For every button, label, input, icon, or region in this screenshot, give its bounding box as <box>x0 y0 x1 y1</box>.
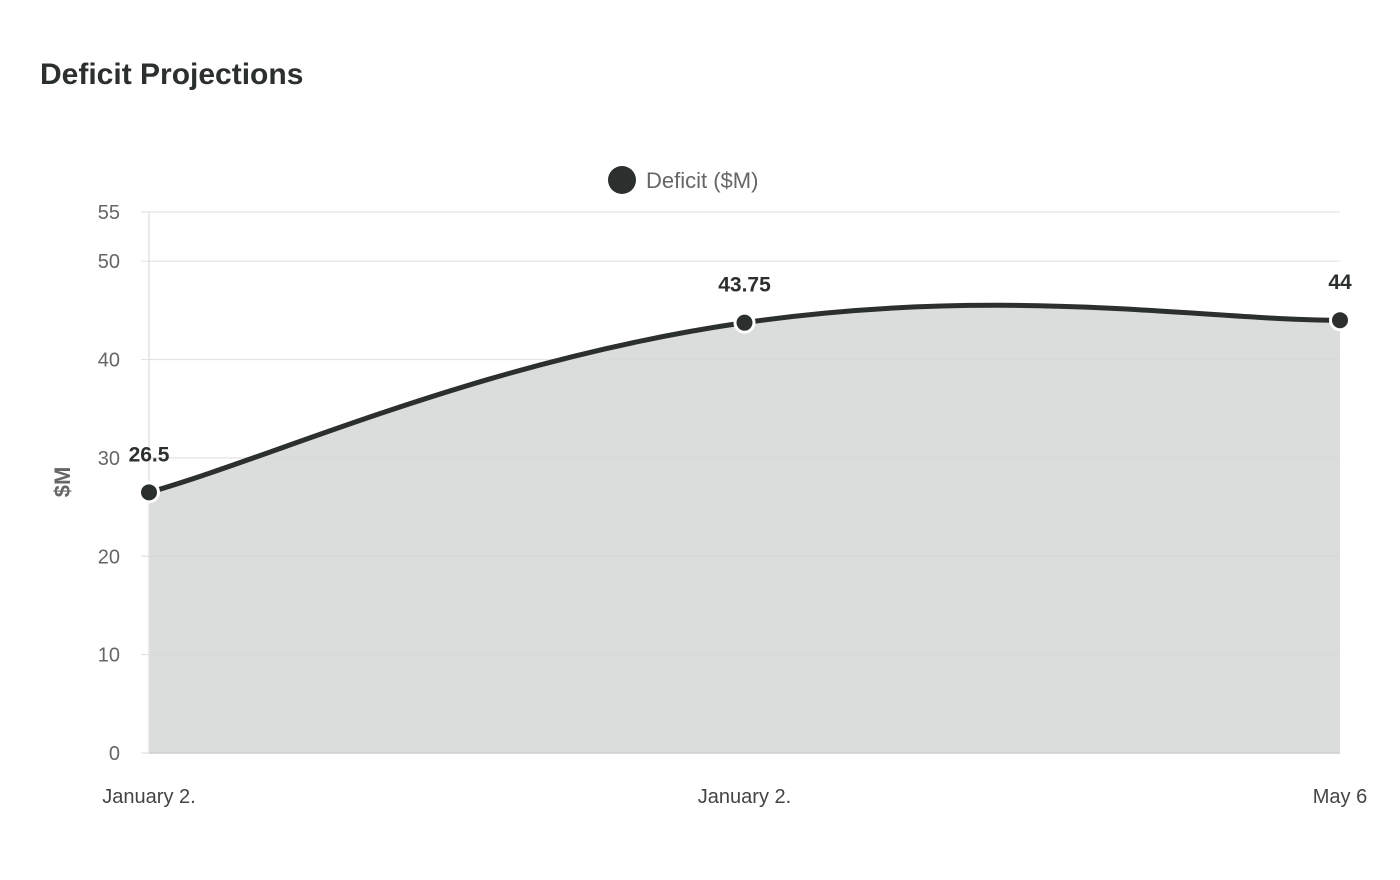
y-tick-label: 10 <box>98 645 120 667</box>
x-tick-label: January 2. <box>102 786 195 808</box>
y-tick-label: 20 <box>98 546 120 568</box>
x-tick-label: May 6 <box>1313 786 1367 808</box>
legend[interactable]: Deficit ($M) <box>608 166 758 194</box>
y-tick-label: 40 <box>98 350 120 372</box>
data-label: 26.5 <box>129 443 170 466</box>
legend-label: Deficit ($M) <box>646 168 758 193</box>
y-tick-label: 0 <box>109 743 120 765</box>
y-tick-label: 30 <box>98 448 120 470</box>
legend-marker <box>608 166 636 194</box>
y-tick-labels: 0 10 20 30 40 50 55 <box>98 202 120 765</box>
data-label: 43.75 <box>718 274 771 297</box>
data-points <box>138 309 1351 504</box>
data-point <box>733 311 756 334</box>
y-axis-title: $M <box>50 467 75 498</box>
y-tick-label: 50 <box>98 251 120 273</box>
data-point <box>1329 309 1351 332</box>
data-point <box>138 481 160 504</box>
data-label: 44 <box>1328 271 1352 294</box>
chart-title: Deficit Projections <box>40 58 304 91</box>
data-labels: 26.5 43.75 44 <box>129 271 1352 466</box>
x-tick-labels: January 2. January 2. May 6 <box>102 786 1367 808</box>
y-tick-label: 55 <box>98 202 120 224</box>
x-tick-label: January 2. <box>698 786 791 808</box>
series-area-fill <box>149 305 1340 753</box>
